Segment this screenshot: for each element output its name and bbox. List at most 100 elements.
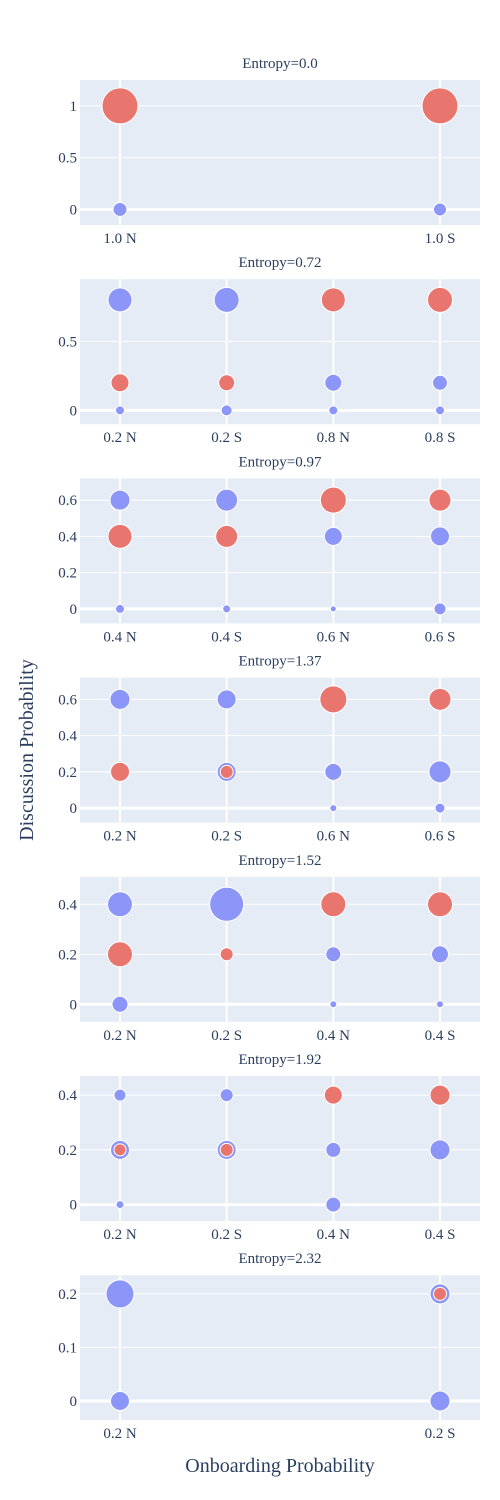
y-tick-label: 0 bbox=[70, 602, 78, 618]
bubble-red bbox=[320, 287, 346, 313]
x-tick-label: 1.0 S bbox=[425, 231, 456, 247]
x-tick-label: 0.2 S bbox=[211, 430, 242, 446]
bubble-red bbox=[319, 486, 347, 514]
y-tick-label: 0.1 bbox=[58, 1340, 77, 1356]
bubble-blue bbox=[329, 804, 338, 813]
x-tick-label: 0.8 N bbox=[317, 430, 351, 446]
panel-title: Entropy=1.37 bbox=[238, 654, 322, 670]
bubble-red bbox=[110, 761, 130, 782]
bubble-red bbox=[219, 947, 234, 962]
panel-5: 0 0.2 0.4 0.2 N 0.2 S 0.4 N 0.4 S Entropy=1.52 bbox=[58, 853, 480, 1044]
x-tick-label: 0.2 N bbox=[103, 829, 137, 845]
bubble-blue bbox=[220, 404, 233, 417]
bubble-blue bbox=[430, 526, 450, 547]
y-tick-label: 0.2 bbox=[58, 1287, 77, 1303]
x-axis-title: Onboarding Probability bbox=[185, 1455, 374, 1477]
panel-title: Entropy=0.72 bbox=[238, 255, 321, 271]
y-tick-label: 0.2 bbox=[58, 1143, 77, 1159]
bubble-blue bbox=[115, 405, 125, 416]
bubble-blue bbox=[209, 886, 245, 922]
panel-title: Entropy=1.52 bbox=[238, 853, 321, 869]
plot-background bbox=[80, 1076, 480, 1221]
bubble-blue bbox=[107, 891, 133, 918]
plot-background bbox=[80, 677, 480, 823]
bubble-blue bbox=[433, 602, 447, 616]
x-tick-label: 1.0 N bbox=[103, 231, 137, 247]
bubble-red bbox=[323, 1085, 343, 1105]
y-tick-label: 0.4 bbox=[58, 897, 77, 913]
y-tick-label: 0 bbox=[70, 801, 78, 817]
x-tick-label: 0.4 S bbox=[425, 1028, 456, 1044]
panel-6: 0 0.2 0.4 0.2 N 0.2 S 0.4 N 0.4 S Entropy=1.92 bbox=[58, 1052, 480, 1243]
y-tick-label: 0.4 bbox=[58, 529, 77, 545]
bubble-blue bbox=[435, 405, 445, 416]
bubble-red bbox=[101, 87, 139, 125]
bubble-blue bbox=[434, 802, 446, 814]
bubble-blue bbox=[109, 489, 131, 511]
bubble-blue bbox=[328, 405, 339, 416]
panel-3: 0 0.2 0.4 0.6 0.4 N 0.4 S 0.6 N 0.6 S Entropy=0.… bbox=[58, 454, 480, 645]
bubble-blue bbox=[112, 201, 128, 217]
x-tick-label: 0.2 N bbox=[103, 1426, 137, 1442]
plot-background bbox=[80, 478, 480, 624]
y-tick-label: 0.5 bbox=[58, 334, 77, 350]
bubble-blue bbox=[324, 762, 343, 781]
bubble-red bbox=[421, 87, 459, 125]
plot-background bbox=[80, 279, 480, 425]
bubble-red bbox=[218, 374, 236, 392]
y-tick-label: 1 bbox=[70, 99, 78, 115]
bubble-blue bbox=[325, 1196, 342, 1213]
x-tick-label: 0.4 N bbox=[103, 629, 137, 645]
x-tick-label: 0.2 N bbox=[103, 1227, 137, 1243]
bubble-red bbox=[219, 764, 234, 779]
x-tick-label: 0.2 S bbox=[425, 1426, 456, 1442]
panel-2: 0 0.5 0.2 N 0.2 S 0.8 N 0.8 S Entropy=0.72 bbox=[58, 255, 480, 446]
bubble-red bbox=[110, 373, 130, 393]
bubble-blue bbox=[109, 688, 131, 710]
panel-4: 0 0.2 0.4 0.6 0.2 N 0.2 S 0.6 N 0.6 S Entropy=1.… bbox=[58, 654, 480, 845]
bubble-red bbox=[215, 524, 239, 548]
y-tick-label: 0.2 bbox=[58, 765, 77, 781]
panels-group: 0 0.5 1 1.0 N 1.0 S Entropy=0.0 0 0.5 0.2 N 0.2 S… bbox=[58, 56, 480, 1442]
bubble-red bbox=[428, 488, 452, 512]
x-tick-label: 0.2 S bbox=[211, 1227, 242, 1243]
bubble-blue bbox=[115, 1200, 125, 1210]
bubble-red bbox=[429, 1084, 451, 1106]
bubble-blue bbox=[428, 760, 452, 784]
bubble-blue bbox=[107, 287, 133, 313]
x-tick-label: 0.6 S bbox=[425, 629, 456, 645]
bubble-red bbox=[107, 523, 133, 549]
panel-7: 0 0.1 0.2 0.2 N 0.2 S Entropy=2.32 bbox=[58, 1251, 480, 1442]
panel-title: Entropy=1.92 bbox=[238, 1052, 321, 1068]
bubble-blue bbox=[113, 1088, 127, 1102]
bubble-blue bbox=[105, 1279, 135, 1309]
bubble-blue bbox=[325, 946, 342, 963]
x-tick-label: 0.6 N bbox=[317, 629, 351, 645]
bubble-red bbox=[320, 891, 347, 918]
bubble-red bbox=[433, 1286, 447, 1301]
panel-title: Entropy=2.32 bbox=[238, 1251, 321, 1267]
x-tick-label: 0.4 S bbox=[425, 1227, 456, 1243]
bubble-red bbox=[113, 1143, 127, 1157]
plot-background bbox=[80, 80, 480, 225]
y-axis-title: Discussion Probability bbox=[16, 659, 38, 841]
bubble-blue bbox=[329, 1000, 338, 1009]
y-tick-label: 0.4 bbox=[58, 729, 77, 745]
bubble-red bbox=[427, 286, 453, 313]
bubble-red bbox=[428, 687, 452, 711]
bubble-blue bbox=[432, 374, 448, 391]
x-tick-label: 0.2 S bbox=[211, 829, 242, 845]
panel-title: Entropy=0.97 bbox=[238, 454, 322, 470]
bubble-blue bbox=[215, 488, 239, 512]
bubble-blue bbox=[111, 995, 129, 1013]
x-tick-label: 0.4 N bbox=[317, 1028, 351, 1044]
x-tick-label: 0.8 S bbox=[425, 430, 456, 446]
plot-background bbox=[80, 876, 480, 1022]
bubble-red bbox=[319, 685, 348, 714]
y-tick-label: 0.2 bbox=[58, 947, 77, 963]
y-tick-label: 0.5 bbox=[58, 151, 77, 167]
x-tick-label: 0.6 S bbox=[425, 829, 456, 845]
x-tick-label: 0.6 N bbox=[317, 829, 351, 845]
y-tick-label: 0.2 bbox=[58, 566, 77, 582]
